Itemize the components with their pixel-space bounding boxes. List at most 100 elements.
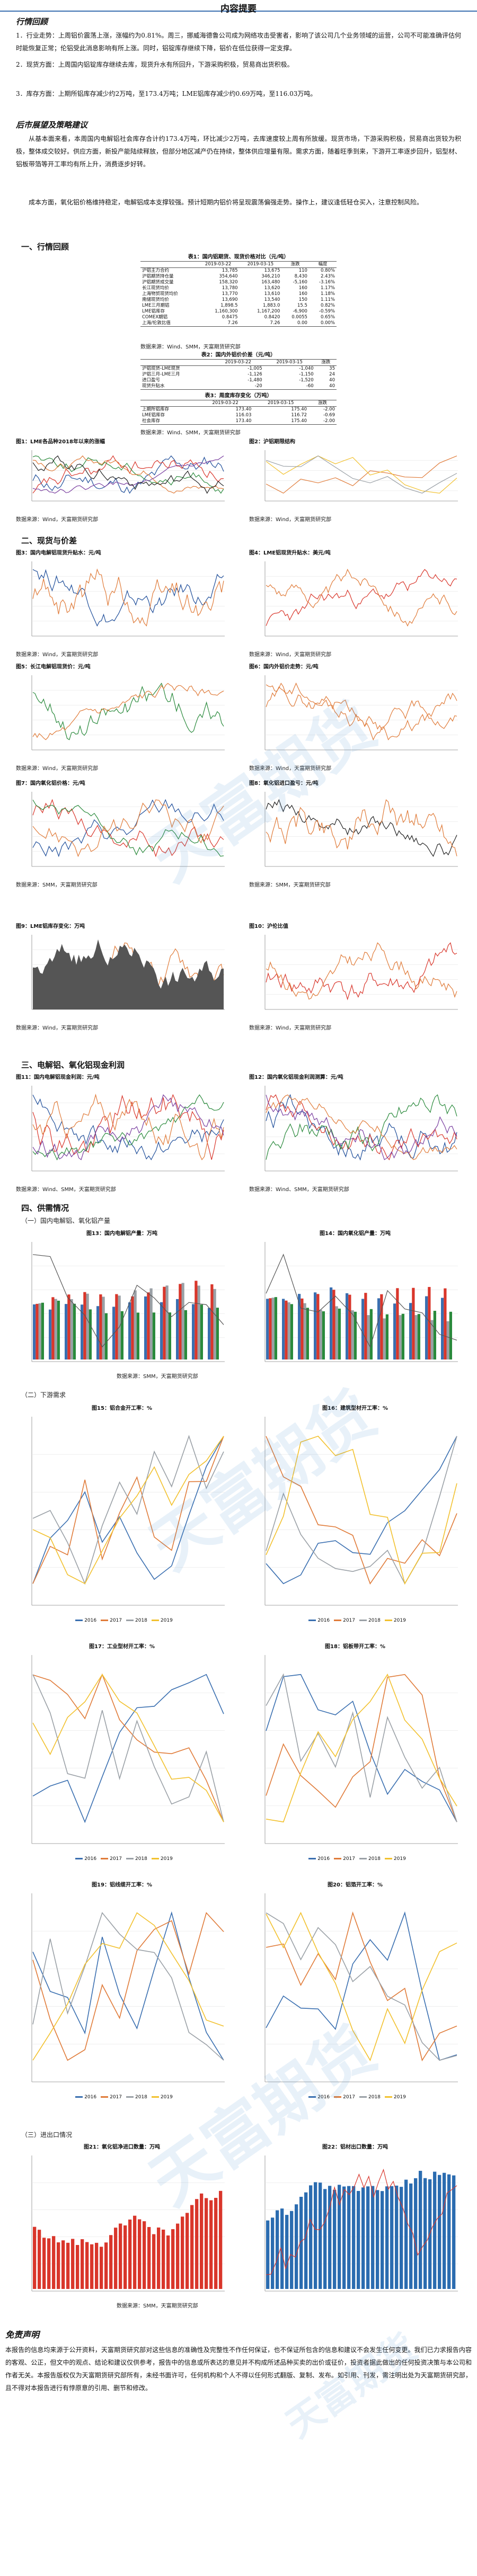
chart-figure: 图10：沪伦比值 数据来源：Wind，天富期货研究部 — [249, 922, 461, 1031]
bar — [181, 1283, 184, 1359]
header-bar — [0, 0, 477, 12]
table-row: LME三月期铝 1,898.5 1,883.0 15.5 0.82% — [140, 303, 337, 309]
bar — [287, 1302, 290, 1359]
chart-title: 图5：长江电解铝现货价：元/吨 — [16, 664, 91, 670]
table-cell: 1.17% — [320, 285, 335, 291]
chart-figure: 图1：LME各品种2018年以来的涨幅 数据来源：Wind，天富期货研究部 — [16, 437, 228, 523]
series-line — [266, 1911, 457, 2062]
table-cell: 1.11% — [320, 297, 335, 302]
table-row: 沪铝三月-LME三月 -1,126 -1,150 24 — [140, 372, 337, 378]
table-cell: 0.80% — [320, 267, 335, 273]
series-line — [266, 1435, 457, 1585]
table-header: 涨跌 — [315, 359, 337, 366]
table-cell: 13,780 — [222, 285, 238, 291]
bar — [285, 1300, 288, 1359]
bar — [157, 2228, 161, 2289]
table-cell: 13,675 — [264, 267, 280, 273]
bar — [395, 2185, 399, 2289]
legend-swatch — [334, 1858, 342, 1859]
bar — [38, 2230, 41, 2289]
chart-title: 图15：铝合金开工率：% — [92, 1406, 152, 1411]
legend-swatch — [101, 2096, 109, 2098]
bar — [441, 1298, 444, 1359]
bar — [100, 2247, 103, 2289]
series-line — [32, 569, 224, 627]
chart-figure: 图16：建筑型材开工率：% 2016 2017 2018 2019 — [249, 1403, 461, 1623]
legend-label: 2018 — [368, 1618, 381, 1623]
bar — [414, 2178, 418, 2289]
chart-figure: 图7：国内氧化铝价格：元/吨 数据来源：SMM，天富期货研究部 — [16, 779, 228, 888]
bar — [290, 2211, 294, 2289]
legend-label: 2016 — [317, 1856, 330, 1862]
chart-figure: 图21：氧化铝净进口数量：万吨 — [16, 2142, 228, 2303]
bar — [219, 2190, 223, 2289]
bar — [401, 1313, 404, 1359]
production-source: 数据来源：SMM，天富期货研究部 — [117, 1374, 198, 1380]
bar — [371, 2186, 375, 2289]
bar — [369, 1309, 373, 1359]
legend-swatch — [334, 1620, 342, 1621]
table-cell: -60 — [263, 383, 315, 390]
disclaimer-text: 本报告的信息均来源于公开资料，天富期货研究部对这些信息的准确性及完整性不作任何保… — [5, 2346, 472, 2392]
bar — [309, 2185, 313, 2289]
bar — [323, 2189, 327, 2289]
chart-title: 图16：建筑型材开工率：% — [322, 1406, 388, 1411]
legend-label: 2017 — [343, 1618, 355, 1623]
table-cell: 8,430 — [294, 273, 307, 279]
series-line — [266, 1674, 457, 1823]
bar — [85, 2242, 89, 2289]
table-cell: 0.0055 — [292, 314, 307, 320]
table-cell: 南储现货均价 — [142, 297, 170, 302]
table-cell: -1,150 — [299, 371, 314, 377]
chart-title: 图20：铝箔开工率：% — [328, 1882, 383, 1888]
table-cell: 158,320 — [219, 279, 238, 285]
chart-svg — [31, 561, 225, 637]
legend-label: 2019 — [160, 1856, 173, 1862]
bar — [33, 2226, 37, 2289]
series-line — [32, 455, 224, 494]
chart-legend: 2016 2017 2018 2019 — [249, 1618, 461, 1623]
bar — [303, 1303, 306, 1359]
bar — [433, 1311, 436, 1359]
table-cell: LME铝库存 — [142, 412, 165, 418]
table-price-compare: 表1：国内铝期货、现货价格对比（元/吨） 2019-03-22 2019-03-15… — [140, 253, 337, 327]
table-cell: 1.18% — [320, 291, 335, 297]
bar — [205, 2198, 208, 2289]
series-line — [266, 1254, 457, 1348]
section-2-title: 二、现货与价差 — [21, 536, 77, 545]
bar — [61, 2240, 65, 2289]
series-line — [266, 1094, 457, 1161]
series-line — [32, 568, 224, 627]
chart-svg — [264, 792, 458, 867]
table-row: 进口盈亏 -1,480 -1,520 40 — [140, 378, 337, 383]
table-caption: 表2：国内外铝价价差（元/吨） — [201, 352, 276, 358]
bar — [186, 2213, 189, 2289]
table-cell: 173.40 — [197, 418, 253, 425]
table-cell: -0.69 — [323, 412, 335, 418]
table-header: 2019-03-15 — [239, 261, 282, 268]
table-cell: 354,640 — [219, 273, 238, 279]
table-row: LME铝库存 1,160,300 1,167,200 -6,900 -0.59% — [140, 309, 337, 315]
table-cell: -2.00 — [323, 406, 335, 412]
bar — [200, 1304, 203, 1359]
bar — [192, 1304, 195, 1359]
bar — [430, 1320, 434, 1359]
chart-figure: 图8：氧化铝进口盈亏：元/吨 数据来源：SMM，天富期货研究部 — [249, 779, 461, 888]
chart-title: 图4：LME铝现货升贴水：美元/吨 — [249, 550, 331, 556]
table-cell: 2.43% — [320, 273, 335, 279]
legend-swatch — [359, 2096, 367, 2098]
chart-svg — [31, 675, 225, 750]
review-item: 2．现货方面：上周国内铝锭库存继续去库，现货升水有所回升，下游采购积极，贸易商出… — [16, 61, 294, 68]
legend-label: 2016 — [84, 1618, 97, 1623]
series-line — [266, 1436, 457, 1585]
series-line — [266, 1912, 457, 2061]
bar — [348, 1294, 351, 1359]
series-line — [266, 1436, 457, 1585]
table-cell: LME铝库存 — [142, 308, 165, 314]
bar — [409, 2183, 413, 2289]
section-3-title: 三、电解铝、氧化铝现金利润 — [21, 1060, 125, 1070]
chart-title: 图14：国内氧化铝产量：万吨 — [320, 1231, 391, 1237]
bar — [144, 1296, 147, 1359]
table-cell: 116.03 — [235, 412, 252, 418]
disclaimer-title: 免责声明 — [5, 2330, 40, 2340]
